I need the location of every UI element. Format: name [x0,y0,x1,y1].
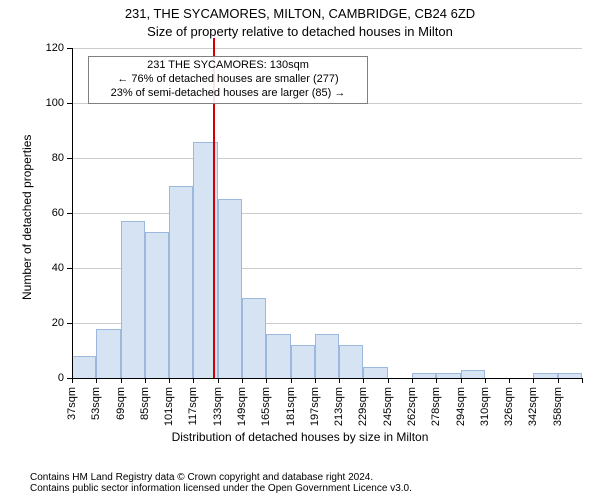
xtick-label: 358sqm [552,387,564,426]
callout-line: 231 THE SYCAMORES: 130sqm [91,59,365,73]
ytick-label: 20 [0,317,64,329]
bar [242,298,266,378]
bar [72,356,96,378]
bar [121,221,145,378]
gridline [72,213,582,214]
bar [339,345,363,378]
xtick-label: 342sqm [527,387,539,426]
xtick-label: 181sqm [285,387,297,426]
bar [291,345,315,378]
gridline [72,158,582,159]
xtick-label: 37sqm [66,387,78,420]
bar [96,329,120,379]
xtick-label: 165sqm [260,387,272,426]
x-axis-line [72,378,582,379]
xtick-label: 294sqm [455,387,467,426]
bar [169,186,193,379]
xtick-mark [582,378,583,383]
ytick-label: 120 [0,42,64,54]
xtick-label: 245sqm [382,387,394,426]
xtick-label: 69sqm [115,387,127,420]
bar [266,334,290,378]
bar [145,232,169,378]
xtick-label: 197sqm [309,387,321,426]
callout-box: 231 THE SYCAMORES: 130sqm← 76% of detach… [88,56,368,104]
footnote-line: Contains HM Land Registry data © Crown c… [30,472,600,483]
xtick-label: 262sqm [406,387,418,426]
xtick-label: 229sqm [357,387,369,426]
ytick-label: 100 [0,97,64,109]
bar [218,199,242,378]
xtick-label: 101sqm [163,387,175,426]
xtick-label: 326sqm [503,387,515,426]
callout-line: 23% of semi-detached houses are larger (… [91,87,365,101]
x-axis-label: Distribution of detached houses by size … [0,430,600,444]
y-axis-label: Number of detached properties [20,135,34,300]
bar [461,370,485,378]
footnote: Contains HM Land Registry data © Crown c… [30,472,600,494]
xtick-label: 85sqm [139,387,151,420]
bar [315,334,339,378]
xtick-label: 278sqm [430,387,442,426]
bar [363,367,387,378]
footnote-line: Contains public sector information licen… [30,483,600,494]
xtick-label: 53sqm [90,387,102,420]
chart-title-line1: 231, THE SYCAMORES, MILTON, CAMBRIDGE, C… [0,6,600,21]
gridline [72,48,582,49]
xtick-label: 213sqm [333,387,345,426]
xtick-label: 133sqm [212,387,224,426]
callout-line: ← 76% of detached houses are smaller (27… [91,73,365,87]
xtick-label: 149sqm [236,387,248,426]
xtick-label: 117sqm [187,387,199,425]
xtick-label: 310sqm [479,387,491,426]
y-axis-line [72,48,73,378]
chart-title-line2: Size of property relative to detached ho… [0,24,600,39]
ytick-label: 0 [0,372,64,384]
